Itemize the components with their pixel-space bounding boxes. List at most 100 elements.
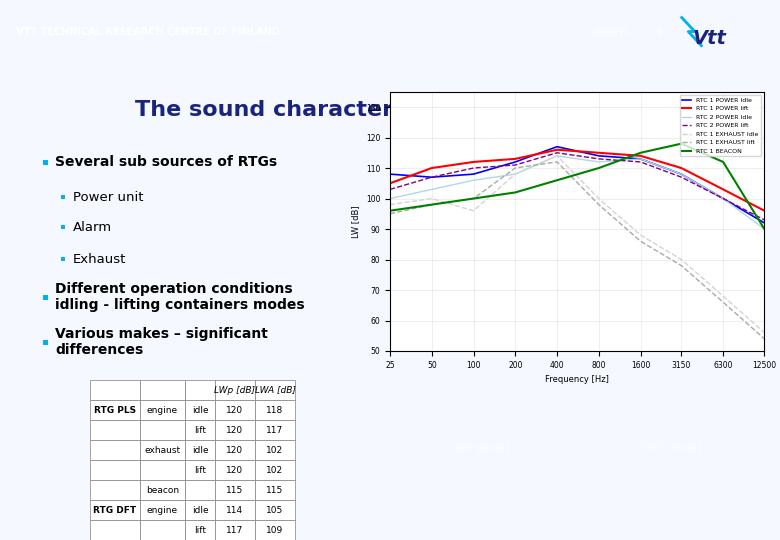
FancyBboxPatch shape [215,520,255,540]
Text: RTG PLS: RTG PLS [94,406,136,415]
RTC 1 EXHAUST lift [718,299,728,306]
Text: 115: 115 [267,485,284,495]
FancyBboxPatch shape [42,160,48,165]
RTC 2 POWER Idle [718,195,728,202]
RTC 2 POWER lift [385,186,395,193]
RTC 1 BEACON [427,201,437,208]
FancyBboxPatch shape [255,380,295,400]
RTC 1 BEACON [385,207,395,214]
RTC 1 BEACON [552,177,562,184]
Text: 102: 102 [267,446,284,455]
RTC 1 POWER lift [469,159,478,165]
FancyBboxPatch shape [140,380,185,400]
Text: 102: 102 [267,465,284,475]
Line: RTC 1 EXHAUST lift: RTC 1 EXHAUST lift [390,162,764,339]
RTC 2 POWER lift [552,150,562,156]
FancyBboxPatch shape [185,420,215,440]
RTC 1 EXHAUST Idle [552,153,562,159]
FancyBboxPatch shape [90,440,140,460]
FancyBboxPatch shape [185,500,215,520]
RTC 2 POWER lift [718,195,728,202]
RTC 1 POWER lift [385,180,395,186]
RTC 1 BEACON [718,159,728,165]
RTC 1 POWER Idle [385,171,395,177]
Text: engine: engine [147,505,178,515]
FancyBboxPatch shape [42,295,48,300]
FancyBboxPatch shape [215,460,255,480]
RTC 1 BEACON [677,140,686,147]
FancyBboxPatch shape [90,460,140,480]
RTC 2 POWER Idle [636,156,645,162]
RTC 1 EXHAUST Idle [511,171,520,177]
FancyBboxPatch shape [140,480,185,500]
RTC 1 POWER lift [594,150,604,156]
Text: idle: idle [192,446,208,455]
RTC 1 EXHAUST Idle [760,329,769,336]
Text: 117: 117 [226,525,243,535]
Text: Exhaust: Exhaust [73,253,126,266]
RTC 2 POWER Idle [552,153,562,159]
RTC 1 EXHAUST lift [427,201,437,208]
X-axis label: Frequency [Hz]: Frequency [Hz] [545,375,609,384]
Text: 109: 109 [267,525,284,535]
RTC 1 POWER lift [677,165,686,171]
Text: [crane photo]: [crane photo] [442,443,509,453]
FancyBboxPatch shape [255,460,295,480]
Text: [RTG photo]: [RTG photo] [641,443,700,453]
Text: exhaust: exhaust [144,446,180,455]
RTC 1 POWER Idle [511,159,520,165]
RTC 2 POWER lift [760,217,769,223]
FancyBboxPatch shape [255,480,295,500]
Text: Alarm: Alarm [73,221,112,234]
Text: 120: 120 [226,446,243,455]
FancyBboxPatch shape [215,380,255,400]
Legend: RTC 1 POWER Idle, RTC 1 POWER lift, RTC 2 POWER Idle, RTC 2 POWER lift, RTC 1 EX: RTC 1 POWER Idle, RTC 1 POWER lift, RTC … [679,95,761,156]
RTC 1 EXHAUST Idle [636,232,645,238]
Text: Power unit: Power unit [73,191,144,204]
FancyBboxPatch shape [90,520,140,540]
Text: The sound characteristics of the sources: The sound characteristics of the sources [135,100,645,120]
Text: engine: engine [147,406,178,415]
RTC 2 POWER lift [427,174,437,180]
RTC 1 EXHAUST Idle [427,195,437,202]
FancyBboxPatch shape [255,440,295,460]
RTC 1 POWER lift [718,186,728,193]
Text: 120: 120 [226,465,243,475]
RTC 1 EXHAUST lift [594,201,604,208]
RTC 1 POWER Idle [427,174,437,180]
RTC 1 POWER Idle [594,153,604,159]
FancyBboxPatch shape [140,440,185,460]
FancyBboxPatch shape [61,257,65,261]
RTC 2 POWER lift [594,156,604,162]
RTC 2 POWER Idle [385,195,395,202]
RTC 1 POWER Idle [718,195,728,202]
FancyBboxPatch shape [61,225,65,229]
Text: 9: 9 [655,26,661,37]
Line: RTC 2 POWER Idle: RTC 2 POWER Idle [390,156,764,229]
RTC 1 EXHAUST Idle [677,256,686,263]
FancyBboxPatch shape [90,480,140,500]
Text: lift: lift [194,426,206,435]
RTC 2 POWER Idle [677,171,686,177]
FancyBboxPatch shape [255,400,295,420]
Text: 09/09/11: 09/09/11 [593,27,630,36]
Text: RTG DFT: RTG DFT [94,505,136,515]
RTC 1 POWER Idle [552,144,562,150]
RTC 1 POWER Idle [760,220,769,226]
FancyBboxPatch shape [185,400,215,420]
FancyBboxPatch shape [140,400,185,420]
RTC 1 BEACON [636,150,645,156]
FancyBboxPatch shape [140,500,185,520]
RTC 1 EXHAUST lift [636,238,645,245]
Line: RTC 2 POWER lift: RTC 2 POWER lift [390,153,764,220]
RTC 1 EXHAUST Idle [469,207,478,214]
Text: lift: lift [194,465,206,475]
RTC 1 EXHAUST Idle [718,293,728,299]
FancyBboxPatch shape [185,460,215,480]
RTC 1 EXHAUST lift [385,211,395,217]
FancyBboxPatch shape [90,420,140,440]
FancyBboxPatch shape [140,420,185,440]
RTC 2 POWER Idle [469,177,478,184]
RTC 2 POWER lift [511,162,520,168]
RTC 1 BEACON [594,165,604,171]
